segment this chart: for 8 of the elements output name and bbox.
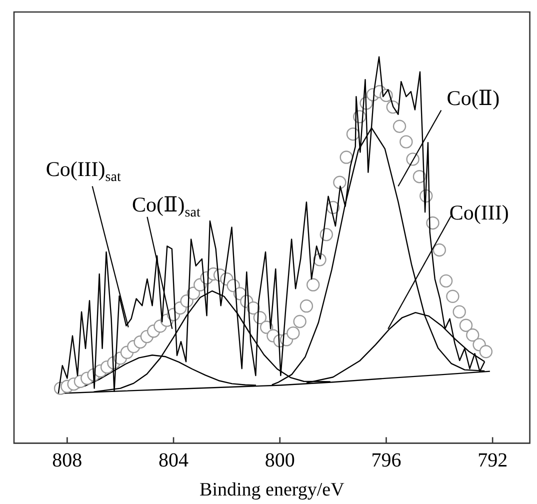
x-axis-title: Binding energy/eV xyxy=(200,480,345,501)
x-tick-label: 796 xyxy=(371,449,402,472)
x-tick-label: 800 xyxy=(264,449,295,472)
x-tick-label: 808 xyxy=(52,449,82,472)
annotation: Co(III) xyxy=(449,200,509,224)
x-tick-label: 804 xyxy=(158,449,189,472)
annotation: Co(Ⅱ) xyxy=(446,86,500,110)
x-tick-label: 792 xyxy=(478,449,508,472)
